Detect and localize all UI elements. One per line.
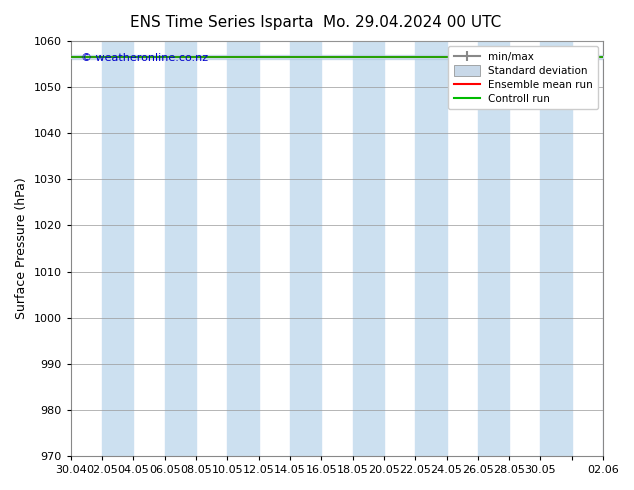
Bar [228,41,259,456]
Bar [415,41,446,456]
Bar [290,41,321,456]
Text: Mo. 29.04.2024 00 UTC: Mo. 29.04.2024 00 UTC [323,15,501,30]
Legend: min/max, Standard deviation, Ensemble mean run, Controll run: min/max, Standard deviation, Ensemble me… [448,46,598,109]
Bar [102,41,133,456]
Text: © weatheronline.co.nz: © weatheronline.co.nz [81,53,209,64]
Y-axis label: Surface Pressure (hPa): Surface Pressure (hPa) [15,178,28,319]
Bar [353,41,384,456]
Text: ENS Time Series Isparta: ENS Time Series Isparta [130,15,314,30]
Bar [541,41,572,456]
Bar [478,41,509,456]
Bar [603,41,634,456]
Bar [165,41,196,456]
